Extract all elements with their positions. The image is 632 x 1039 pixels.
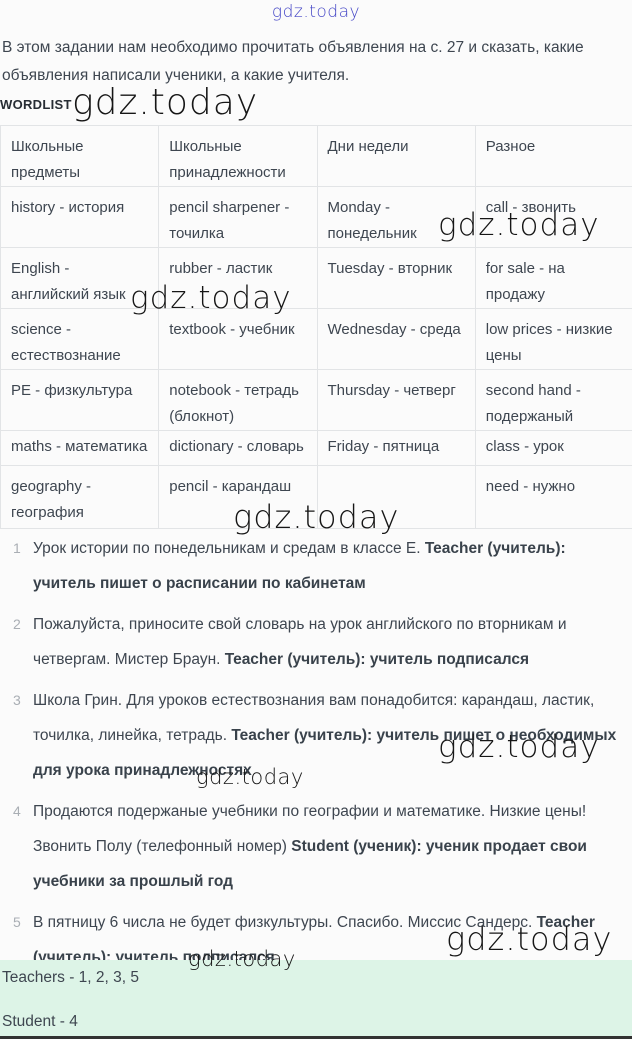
table-row: history - история pencil sharpener - точ… <box>0 186 632 248</box>
result-line-student: Student - 4 <box>2 1013 78 1030</box>
list-item: 1 Урок истории по понедельникам и средам… <box>0 531 632 601</box>
item-body: Пожалуйста, приносите свой словарь на ур… <box>33 607 632 677</box>
wordlist-row: WORDLIST <box>0 96 72 114</box>
table-cell: pencil - карандаш <box>158 465 318 529</box>
table-cell: geography - география <box>0 465 160 529</box>
table-cell: call - звонить <box>474 186 632 248</box>
item-number: 5 <box>13 914 21 930</box>
table-header-cell: Разное <box>474 125 632 187</box>
vocab-table: Школьные предметы Школьные принадлежност… <box>0 125 632 529</box>
table-cell: class - урок <box>474 430 632 466</box>
table-cell: Thursday - четверг <box>316 369 476 431</box>
wordlist-label: WORDLIST <box>0 97 72 112</box>
table-header-cell: Дни недели <box>316 125 476 187</box>
table-row: PE - физкультура notebook - тетрадь (бло… <box>0 369 632 431</box>
list-item: 4 Продаются подержаные учебники по геогр… <box>0 794 632 899</box>
item-body: Продаются подержаные учебники по географ… <box>33 794 632 899</box>
table-cell: dictionary - словарь <box>158 430 318 466</box>
item-body: Урок истории по понедельникам и средам в… <box>33 531 632 601</box>
list-item: 2 Пожалуйста, приносите свой словарь на … <box>0 607 632 677</box>
table-cell <box>316 465 476 529</box>
bottom-bar <box>0 1036 632 1039</box>
table-cell: for sale - на продажу <box>474 247 632 309</box>
table-row: English - английский язык rubber - ласти… <box>0 247 632 309</box>
item-body: Школа Грин. Для уроков естествознания ва… <box>33 683 632 788</box>
item-answer-bold: Teacher (учитель): учитель пишет о распи… <box>33 540 566 592</box>
item-number: 2 <box>13 616 21 632</box>
table-cell: history - история <box>0 186 160 248</box>
table-cell: low prices - низкие цены <box>474 308 632 370</box>
item-answer-bold: Teacher (учитель): учитель пишет о необх… <box>33 727 617 779</box>
item-text: Пожалуйста, приносите свой словарь на ур… <box>33 616 567 668</box>
table-cell: second hand - подержаный <box>474 369 632 431</box>
table-header-cell: Школьные предметы <box>0 125 160 187</box>
table-cell: maths - математика <box>0 430 160 466</box>
item-text: Урок истории по понедельникам и средам в… <box>33 540 425 557</box>
item-number: 1 <box>13 540 21 556</box>
results-box: Teachers - 1, 2, 3, 5 Student - 4 <box>0 960 632 1036</box>
item-answer-bold: Teacher (учитель): учитель подписался <box>224 651 530 668</box>
table-row: geography - география pencil - карандаш … <box>0 465 632 529</box>
table-header-cell: Школьные принадлежности <box>158 125 318 187</box>
watermark-gdz-top: gdz.today <box>271 2 361 22</box>
table-cell: Tuesday - вторник <box>316 247 476 309</box>
item-text: Продаются подержаные учебники по географ… <box>33 803 587 855</box>
item-text: Школа Грин. Для уроков естествознания ва… <box>33 692 595 744</box>
answers-list: 1 Урок истории по понедельникам и средам… <box>0 531 632 981</box>
intro-text: В этом задании нам необходимо прочитать … <box>2 39 584 84</box>
table-cell: PE - физкультура <box>0 369 160 431</box>
table-cell: science - естествознание <box>0 308 160 370</box>
item-number: 3 <box>13 692 21 708</box>
item-answer-bold: Student (ученик): ученик продает свои уч… <box>33 838 587 890</box>
table-cell: Monday - понедельник <box>316 186 476 248</box>
item-text: В пятницу 6 числа не будет физкультуры. … <box>33 914 537 931</box>
list-item: 3 Школа Грин. Для уроков естествознания … <box>0 683 632 788</box>
table-cell: English - английский язык <box>0 247 160 309</box>
table-cell: textbook - учебник <box>158 308 318 370</box>
table-cell: pencil sharpener - точилка <box>158 186 318 248</box>
table-row: science - естествознание textbook - учеб… <box>0 308 632 370</box>
table-cell: rubber - ластик <box>158 247 318 309</box>
table-cell: Friday - пятница <box>316 430 476 466</box>
item-number: 4 <box>13 803 21 819</box>
result-line-teachers: Teachers - 1, 2, 3, 5 <box>2 969 139 986</box>
table-cell: need - нужно <box>474 465 632 529</box>
table-header-row: Школьные предметы Школьные принадлежност… <box>0 125 632 187</box>
table-row: maths - математика dictionary - словарь … <box>0 430 632 466</box>
table-cell: Wednesday - среда <box>316 308 476 370</box>
table-cell: notebook - тетрадь (блокнот) <box>158 369 318 431</box>
